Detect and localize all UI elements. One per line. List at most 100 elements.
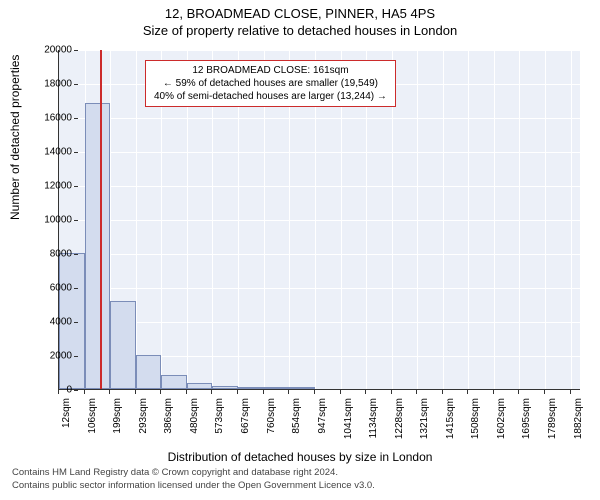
x-tick-label: 760sqm	[266, 398, 277, 434]
gridline-h	[59, 186, 580, 187]
x-tick	[544, 390, 545, 394]
x-tick	[314, 390, 315, 394]
x-tick-label: 480sqm	[189, 398, 200, 434]
y-tick	[74, 118, 78, 119]
y-tick-label: 14000	[44, 147, 72, 158]
y-tick-label: 0	[66, 385, 72, 396]
histogram-bar	[85, 103, 110, 389]
footer-attribution: Contains HM Land Registry data © Crown c…	[12, 467, 375, 492]
histogram-bar	[212, 386, 238, 389]
x-tick	[416, 390, 417, 394]
histogram-bar	[161, 375, 187, 389]
y-tick-label: 10000	[44, 215, 72, 226]
x-tick-label: 573sqm	[214, 398, 225, 434]
y-tick	[74, 152, 78, 153]
x-tick	[263, 390, 264, 394]
x-tick-label: 1041sqm	[343, 398, 354, 439]
histogram-chart: 12 BROADMEAD CLOSE: 161sqm← 59% of detac…	[58, 50, 580, 422]
gridline-v	[519, 50, 520, 389]
gridline-v	[571, 50, 572, 389]
histogram-bar	[187, 383, 212, 389]
gridline-h	[59, 288, 580, 289]
gridline-v	[417, 50, 418, 389]
x-tick	[109, 390, 110, 394]
histogram-bar	[136, 355, 161, 389]
y-tick-label: 4000	[50, 317, 72, 328]
histogram-bar	[110, 301, 136, 389]
y-tick	[74, 356, 78, 357]
y-tick	[74, 254, 78, 255]
x-tick	[84, 390, 85, 394]
x-tick	[365, 390, 366, 394]
gridline-h	[59, 220, 580, 221]
y-tick-label: 12000	[44, 181, 72, 192]
x-tick-label: 386sqm	[163, 398, 174, 434]
x-tick	[186, 390, 187, 394]
y-tick	[74, 322, 78, 323]
y-tick-label: 16000	[44, 113, 72, 124]
footer-line-1: Contains HM Land Registry data © Crown c…	[12, 467, 375, 479]
gridline-v	[443, 50, 444, 389]
x-tick-label: 293sqm	[138, 398, 149, 434]
x-tick-label: 1695sqm	[521, 398, 532, 439]
gridline-h	[59, 152, 580, 153]
x-tick-label: 1882sqm	[573, 398, 584, 439]
plot-area: 12 BROADMEAD CLOSE: 161sqm← 59% of detac…	[58, 50, 580, 390]
callout-line: ← 59% of detached houses are smaller (19…	[154, 77, 387, 90]
x-tick-label: 1789sqm	[547, 398, 558, 439]
y-tick-label: 2000	[50, 351, 72, 362]
gridline-v	[136, 50, 137, 389]
y-tick-label: 8000	[50, 249, 72, 260]
x-tick-label: 106sqm	[87, 398, 98, 434]
x-tick	[237, 390, 238, 394]
x-tick	[442, 390, 443, 394]
x-axis-title: Distribution of detached houses by size …	[0, 450, 600, 464]
footer-line-2: Contains public sector information licen…	[12, 480, 375, 492]
property-marker-line	[100, 50, 102, 389]
y-tick	[74, 50, 78, 51]
y-tick-label: 6000	[50, 283, 72, 294]
x-tick	[160, 390, 161, 394]
x-tick-label: 1415sqm	[445, 398, 456, 439]
x-tick	[58, 390, 59, 394]
page-title: 12, BROADMEAD CLOSE, PINNER, HA5 4PS	[0, 0, 600, 21]
gridline-v	[468, 50, 469, 389]
x-tick-label: 1508sqm	[470, 398, 481, 439]
x-tick-label: 667sqm	[240, 398, 251, 434]
gridline-h	[59, 254, 580, 255]
y-tick-label: 18000	[44, 79, 72, 90]
gridline-h	[59, 118, 580, 119]
x-tick	[340, 390, 341, 394]
y-tick	[74, 186, 78, 187]
x-tick	[518, 390, 519, 394]
x-tick-label: 854sqm	[291, 398, 302, 434]
x-tick	[211, 390, 212, 394]
x-tick	[391, 390, 392, 394]
callout-line: 12 BROADMEAD CLOSE: 161sqm	[154, 64, 387, 77]
x-tick	[467, 390, 468, 394]
y-tick	[74, 220, 78, 221]
gridline-h	[59, 50, 580, 51]
x-tick-label: 1228sqm	[394, 398, 405, 439]
x-tick-label: 1134sqm	[368, 398, 379, 438]
x-tick-label: 1321sqm	[419, 398, 430, 439]
x-tick	[288, 390, 289, 394]
histogram-bar	[238, 387, 263, 389]
histogram-bar	[289, 387, 314, 389]
x-tick	[135, 390, 136, 394]
x-tick	[570, 390, 571, 394]
x-tick-label: 199sqm	[112, 398, 123, 434]
y-tick-label: 20000	[44, 45, 72, 56]
x-tick-label: 12sqm	[61, 398, 72, 428]
y-tick	[74, 84, 78, 85]
y-axis-title: Number of detached properties	[8, 55, 22, 220]
property-callout: 12 BROADMEAD CLOSE: 161sqm← 59% of detac…	[145, 60, 396, 107]
page-subtitle: Size of property relative to detached ho…	[0, 21, 600, 42]
gridline-h	[59, 322, 580, 323]
x-tick	[493, 390, 494, 394]
gridline-v	[545, 50, 546, 389]
x-tick-label: 1602sqm	[496, 398, 507, 439]
y-tick	[74, 390, 78, 391]
callout-line: 40% of semi-detached houses are larger (…	[154, 90, 387, 103]
histogram-bar	[264, 387, 290, 389]
